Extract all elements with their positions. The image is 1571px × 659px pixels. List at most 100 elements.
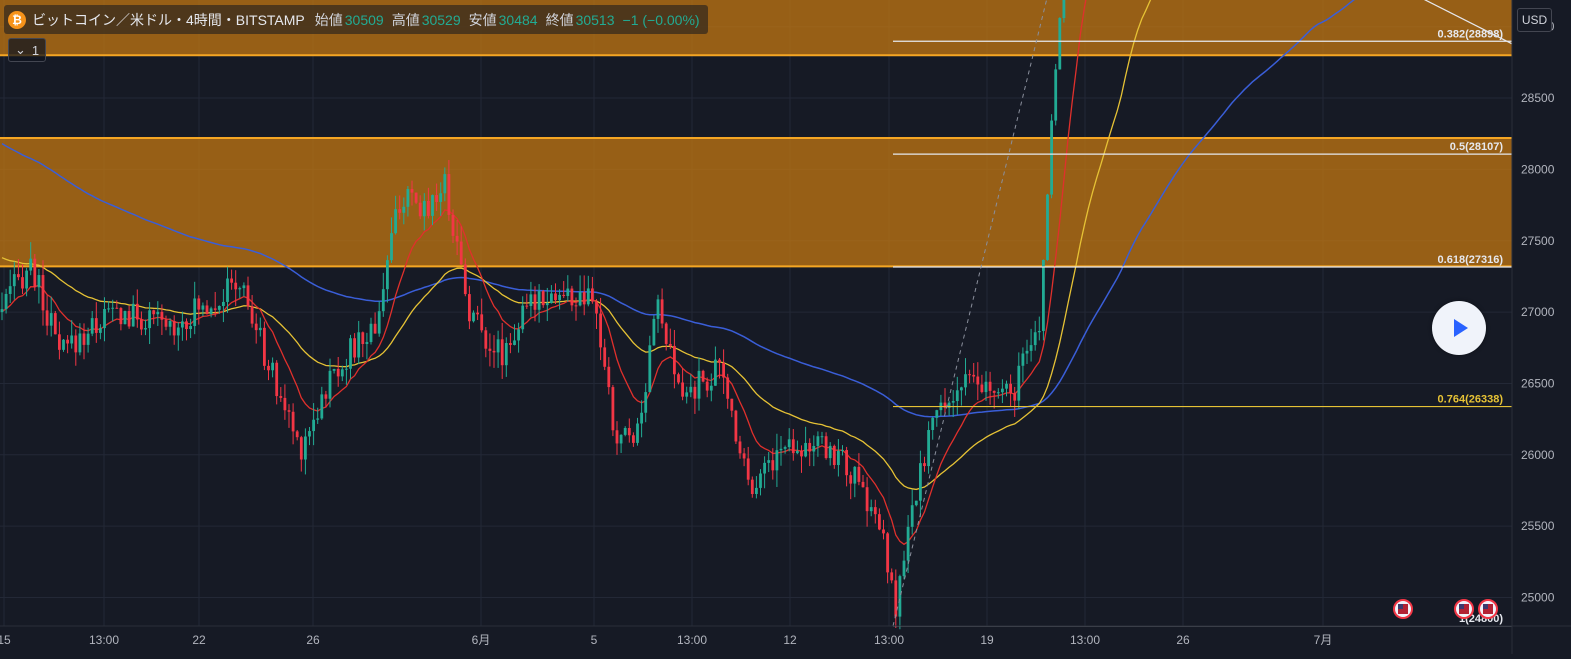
- candle: [812, 445, 816, 452]
- low-value: 30484: [498, 11, 538, 28]
- candle: [988, 381, 992, 391]
- candle: [976, 376, 980, 385]
- candle: [681, 382, 684, 397]
- candle: [312, 419, 315, 432]
- candle: [308, 431, 311, 437]
- candle: [484, 330, 488, 349]
- candle: [591, 288, 594, 302]
- candle: [70, 335, 74, 344]
- candle: [632, 435, 635, 443]
- candle: [148, 310, 151, 329]
- candle: [250, 306, 254, 324]
- candle: [890, 572, 894, 581]
- play-icon: [1454, 319, 1468, 337]
- candle: [45, 310, 49, 326]
- candle: [558, 294, 561, 301]
- candle: [459, 241, 463, 265]
- candle: [808, 442, 812, 452]
- candle: [763, 462, 766, 474]
- candle: [1037, 331, 1041, 333]
- indicator-toggle-button[interactable]: ⌄ 1: [8, 38, 47, 62]
- time-tick-label: 12: [783, 633, 797, 647]
- candle: [390, 233, 393, 261]
- candle: [705, 381, 709, 391]
- candle: [455, 235, 459, 242]
- candle: [537, 291, 541, 310]
- candle: [295, 431, 299, 438]
- candle: [213, 308, 217, 310]
- candle: [980, 384, 984, 393]
- candle: [119, 308, 123, 325]
- time-tick-label: 5: [591, 633, 598, 647]
- flag-canton: [1483, 604, 1488, 609]
- candle: [832, 445, 836, 466]
- candle: [652, 318, 656, 346]
- candle: [882, 529, 885, 534]
- candle: [62, 339, 65, 350]
- candle: [254, 323, 258, 331]
- currency-button[interactable]: USD: [1517, 8, 1552, 32]
- candle: [230, 278, 233, 283]
- candle: [996, 392, 1000, 394]
- candle: [750, 479, 754, 495]
- candle: [828, 445, 832, 459]
- candle: [533, 294, 537, 310]
- candle: [1013, 393, 1017, 401]
- replay-play-button[interactable]: [1432, 301, 1486, 355]
- fib-level-label: 0.764(26338): [1438, 394, 1504, 406]
- candle: [299, 437, 303, 460]
- time-tick-label: 19: [980, 633, 994, 647]
- candle: [894, 580, 898, 617]
- candle: [865, 487, 869, 512]
- candle: [94, 318, 98, 333]
- candle: [738, 441, 742, 454]
- candle: [78, 333, 82, 353]
- candle: [357, 332, 361, 358]
- fib-level-label: 0.382(28898): [1438, 28, 1504, 40]
- candle: [931, 417, 935, 431]
- candle: [1058, 18, 1062, 70]
- candle: [1021, 353, 1025, 366]
- candle: [492, 350, 496, 353]
- candle: [968, 374, 971, 376]
- candle: [304, 436, 307, 460]
- candle: [824, 436, 828, 459]
- candle: [66, 339, 69, 344]
- time-tick-label: 15: [0, 633, 11, 647]
- candle: [951, 401, 955, 403]
- candle: [562, 294, 566, 296]
- candle: [58, 334, 61, 350]
- price-tick-label: 25500: [1521, 519, 1555, 533]
- candle: [353, 338, 356, 358]
- candle: [21, 277, 24, 289]
- candle: [86, 333, 90, 345]
- candle: [197, 298, 201, 310]
- candle: [111, 307, 115, 309]
- us-event-flag-icon[interactable]: [1478, 599, 1498, 619]
- price-axis: [1512, 0, 1571, 654]
- candle: [160, 311, 164, 320]
- time-tick-label: 26: [306, 633, 320, 647]
- symbol-title[interactable]: ビットコイン／米ドル・4時間・BITSTAMP: [32, 11, 305, 28]
- candle: [0, 309, 4, 313]
- us-event-flag-icon[interactable]: [1393, 599, 1413, 619]
- low-label: 安値: [468, 11, 497, 28]
- candle: [603, 347, 607, 367]
- price-tick-label: 28000: [1521, 162, 1555, 176]
- candle: [25, 270, 28, 289]
- candle: [242, 285, 246, 289]
- candle: [12, 274, 16, 287]
- us-event-flag-icon[interactable]: [1454, 599, 1474, 619]
- candle: [796, 450, 799, 454]
- candle: [722, 362, 725, 378]
- candle: [570, 288, 574, 306]
- candle: [955, 390, 959, 402]
- candle: [369, 323, 373, 343]
- candle: [541, 291, 545, 306]
- candle: [1042, 259, 1045, 332]
- candle: [1009, 383, 1012, 394]
- candle: [886, 533, 889, 573]
- candle: [49, 313, 53, 326]
